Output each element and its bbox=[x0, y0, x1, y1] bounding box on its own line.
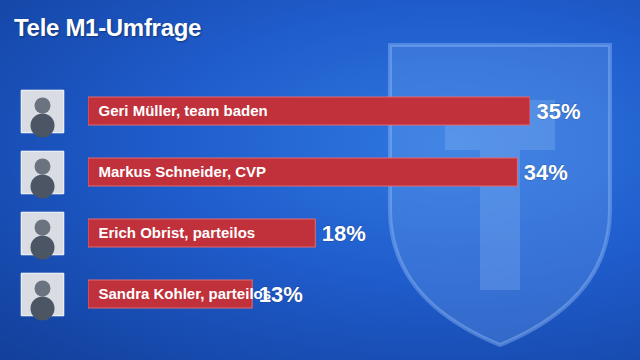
svg-text:Sandra Kohler, parteilos: Sandra Kohler, parteilos bbox=[99, 285, 272, 302]
svg-text:Markus Schneider, CVP: Markus Schneider, CVP bbox=[99, 163, 267, 180]
svg-text:35%: 35% bbox=[537, 99, 581, 124]
html-text:Tele M1-Umfrage: Tele M1-Umfrage bbox=[14, 14, 202, 41]
svg-text:34%: 34% bbox=[524, 160, 568, 185]
svg-text:Geri Müller, team baden: Geri Müller, team baden bbox=[99, 102, 268, 119]
svg-text:Erich Obrist, parteilos: Erich Obrist, parteilos bbox=[99, 224, 256, 241]
svg-text:18%: 18% bbox=[322, 221, 366, 246]
svg-text:13%: 13% bbox=[259, 282, 303, 307]
